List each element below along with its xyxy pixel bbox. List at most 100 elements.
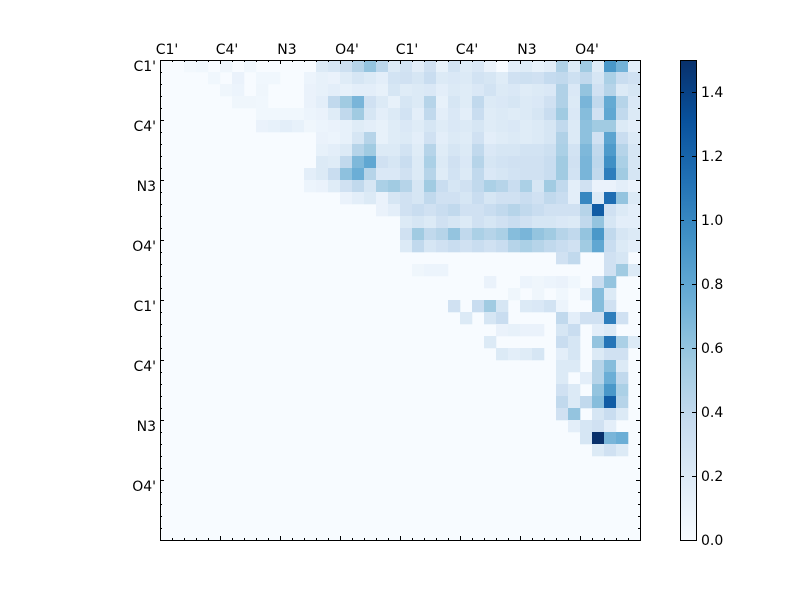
heatmap-cell [460,240,473,253]
heatmap-cell [316,144,329,157]
heatmap-cell [580,168,593,181]
heatmap-cell [520,96,533,109]
heatmap-cell [376,180,389,193]
heatmap-cell [424,192,437,205]
heatmap-cell [604,144,617,157]
heatmap-cell [496,192,509,205]
heatmap-cell [412,204,425,217]
heatmap-cell [400,120,413,133]
heatmap-cell [556,132,569,145]
heatmap-cell [484,84,497,97]
heatmap-cell [328,84,341,97]
heatmap-cell [580,240,593,253]
heatmap-cell [484,96,497,109]
heatmap-cell [472,120,485,133]
heatmap-cell [388,132,401,145]
heatmap-cell [400,216,413,229]
heatmap-cell [256,96,269,109]
heatmap-cell [604,72,617,85]
heatmap-cell [400,144,413,157]
heatmap-cell [412,108,425,121]
heatmap-cell [484,228,497,241]
heatmap-cell [472,168,485,181]
heatmap-cell [412,180,425,193]
heatmap-cell [628,132,641,145]
heatmap-cell [364,156,377,169]
heatmap-cell [400,156,413,169]
heatmap-cell [436,144,449,157]
heatmap-cell [460,144,473,157]
heatmap-cell [532,324,545,337]
heatmap-cell [532,240,545,253]
heatmap-cell [412,228,425,241]
heatmap-cell [592,60,605,73]
heatmap-cell [436,180,449,193]
heatmap-cell [496,216,509,229]
heatmap-cell [364,84,377,97]
heatmap-cell [580,96,593,109]
heatmap-cell [388,168,401,181]
heatmap-cell [448,204,461,217]
heatmap-cell [364,180,377,193]
heatmap-cell [424,180,437,193]
heatmap-cell [520,168,533,181]
heatmap-cell [460,108,473,121]
heatmap-cell [544,276,557,289]
heatmap-cell [520,348,533,361]
heatmap-cell [448,216,461,229]
heatmap-cell [568,228,581,241]
heatmap-cell [496,84,509,97]
heatmap-cell [460,72,473,85]
heatmap-cell [448,228,461,241]
x-tick-label: C1' [156,42,179,58]
heatmap-cell [328,156,341,169]
heatmap-cell [268,108,281,121]
heatmap-cell [352,96,365,109]
heatmap-cell [592,120,605,133]
heatmap-cell [592,384,605,397]
heatmap-cell [604,288,617,301]
heatmap-cell [568,168,581,181]
y-tick-label: N3 [137,179,156,195]
colorbar-tick-label: 0.6 [701,341,723,357]
heatmap-cell [568,252,581,265]
heatmap-cell [316,60,329,73]
heatmap-cell [616,396,629,409]
heatmap-cell [340,156,353,169]
heatmap-cell [436,156,449,169]
heatmap-cell [532,72,545,85]
heatmap-cell [568,84,581,97]
heatmap-cell [424,132,437,145]
heatmap-cell [304,108,317,121]
heatmap-cell [604,384,617,397]
heatmap-cell [520,180,533,193]
heatmap-cell [496,156,509,169]
heatmap-cell [424,84,437,97]
heatmap-cell [472,204,485,217]
heatmap-cell [604,432,617,445]
heatmap-cell [520,60,533,73]
heatmap-cell [628,72,641,85]
heatmap-cell [256,84,269,97]
heatmap-cell [328,60,341,73]
heatmap-cell [616,312,629,325]
heatmap-cell [364,96,377,109]
y-tick-label: N3 [137,419,156,435]
heatmap-cell [604,360,617,373]
heatmap-cell [544,228,557,241]
heatmap-cell [472,108,485,121]
heatmap-cell [424,120,437,133]
heatmap-cell [556,252,569,265]
heatmap-cell [496,180,509,193]
heatmap-cell [556,204,569,217]
heatmap-cell [388,120,401,133]
heatmap-cell [388,192,401,205]
heatmap-cell [592,204,605,217]
heatmap-cell [616,120,629,133]
heatmap-cell [592,132,605,145]
heatmap-cell [580,144,593,157]
heatmap-cell [616,180,629,193]
heatmap-cell [388,72,401,85]
heatmap-cell [400,96,413,109]
heatmap-cell [232,96,245,109]
